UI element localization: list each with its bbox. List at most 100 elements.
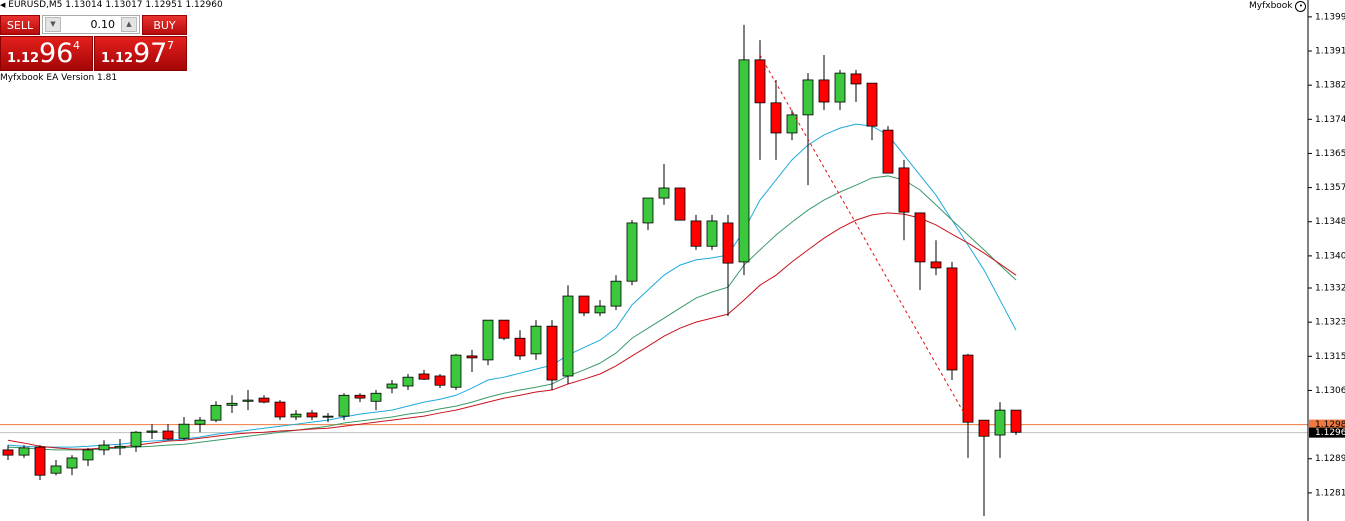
moving-average (7, 123, 1017, 448)
y-tick-label: 1.13995 (1315, 12, 1345, 22)
price-label-box (1309, 419, 1345, 430)
candle-body (370, 392, 382, 402)
candle-body (770, 102, 782, 134)
header: ◀ EURUSD,M5 1.13014 1.13017 1.12951 1.12… (0, 0, 223, 10)
candle-body (226, 402, 238, 406)
y-tick-label: 1.13570 (1315, 183, 1345, 193)
y-tick-label: 1.13485 (1315, 217, 1345, 227)
price-label: 1.12980 (1315, 420, 1345, 430)
candle-body (290, 413, 302, 418)
y-tick-label: 1.13910 (1315, 47, 1345, 57)
lot-value: 0.10 (90, 18, 116, 31)
y-tick-label: 1.13150 (1315, 352, 1345, 362)
candle-body (594, 305, 606, 314)
candle-body (178, 423, 190, 439)
collapse-arrow[interactable]: ◀ (0, 1, 6, 9)
y-tick-label: 1.13740 (1315, 115, 1345, 125)
expert-icon[interactable]: • (1295, 1, 1307, 12)
sell-price[interactable]: 1.12 96 4 (0, 36, 93, 71)
candle-body (482, 319, 494, 361)
y-tick-label: 1.13235 (1315, 318, 1345, 328)
moving-average (7, 212, 1017, 450)
candle-body (690, 220, 702, 247)
candle-body (2, 449, 14, 456)
price-label: 1.12960 (1315, 428, 1345, 438)
candle-body (434, 375, 446, 386)
candle-body (738, 59, 750, 263)
sell-small: 4 (73, 39, 80, 52)
candle-body (354, 394, 366, 399)
candle-body (146, 430, 158, 433)
buy-big: 97 (133, 38, 168, 69)
candle-body (18, 447, 30, 456)
candle-body (98, 444, 110, 451)
buy-price[interactable]: 1.12 97 7 (94, 36, 187, 71)
candle-body (546, 325, 558, 381)
candle-body (130, 431, 142, 447)
lot-field[interactable]: ▼ 0.10 ▲ (42, 15, 140, 34)
candle-body (82, 449, 94, 461)
y-tick-label: 1.13320 (1315, 284, 1345, 294)
buy-prefix: 1.12 (101, 51, 134, 66)
candle-body (306, 412, 318, 418)
y-tick-label: 1.12810 (1315, 488, 1345, 498)
candle-body (706, 220, 718, 247)
trend-line (759, 54, 969, 421)
sell-big: 96 (39, 38, 74, 69)
candle-body (258, 397, 270, 403)
candle-body (386, 383, 398, 389)
ea-label: Myfxbook EA Version 1.81 (0, 73, 118, 83)
candle-body (274, 401, 286, 418)
candle-body (898, 167, 910, 213)
candle-body (162, 430, 174, 440)
expert-name: Myfxbook • (1249, 1, 1307, 12)
moving-average (7, 175, 1017, 451)
candle-body (978, 419, 990, 437)
candle-body (818, 79, 830, 103)
candle-body (578, 295, 590, 314)
candle-body (562, 295, 574, 377)
candle-body (194, 419, 206, 425)
candle-body (466, 355, 478, 359)
candle-body (34, 446, 46, 476)
y-tick-label: 1.13400 (1315, 251, 1345, 261)
candle-body (242, 399, 254, 402)
candle-body (338, 394, 350, 417)
candle-body (754, 59, 766, 104)
candle-body (994, 409, 1006, 436)
sell-button[interactable]: SELL (0, 15, 40, 35)
candle-body (514, 337, 526, 357)
candle-body (66, 457, 78, 469)
lot-down[interactable]: ▼ (45, 17, 61, 32)
candle-body (962, 354, 974, 423)
y-tick-label: 1.13065 (1315, 386, 1345, 396)
buy-small: 7 (167, 39, 174, 52)
symbol-header: EURUSD,M5 1.13014 1.13017 1.12951 1.1296… (8, 0, 223, 10)
candle-body (322, 415, 334, 418)
candle-body (642, 197, 654, 224)
candle-body (802, 79, 814, 116)
price-label-box (1309, 427, 1345, 438)
candle-body (658, 187, 670, 199)
candle-body (866, 82, 878, 127)
buy-button[interactable]: BUY (142, 15, 187, 35)
candle-body (850, 73, 862, 85)
candle-body (930, 261, 942, 269)
candle-body (498, 319, 510, 339)
lot-up[interactable]: ▲ (121, 17, 137, 32)
candle-body (402, 376, 414, 387)
y-tick-label: 1.13825 (1315, 81, 1345, 91)
candle-body (722, 222, 734, 264)
candle-body (946, 267, 958, 371)
candle-body (114, 445, 126, 449)
y-tick-label: 1.12895 (1315, 454, 1345, 464)
candle-body (450, 354, 462, 388)
candle-body (1010, 409, 1022, 433)
candle-body (786, 114, 798, 134)
expert-label: Myfxbook (1249, 1, 1293, 11)
candle-body (610, 280, 622, 307)
candle-body (914, 212, 926, 263)
candle-body (626, 222, 638, 282)
